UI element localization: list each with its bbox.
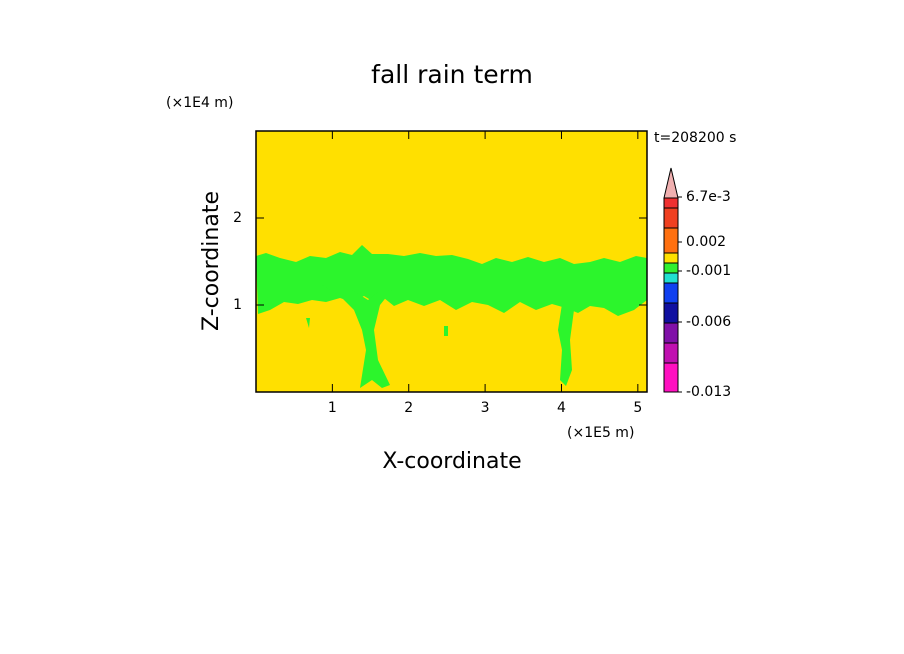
- y-tick-label: 2: [233, 210, 242, 226]
- colorbar-segment: [663, 197, 679, 209]
- field-region: [256, 245, 647, 388]
- plot-frame: [255, 130, 648, 393]
- speck: [444, 326, 448, 336]
- colorbar-segment: [663, 262, 679, 274]
- colorbar-segment: [663, 302, 679, 324]
- x-tick-label: 3: [481, 400, 490, 416]
- y-tick-label: 1: [233, 297, 242, 313]
- colorbar-label: 6.7e-3: [686, 189, 731, 205]
- colorbar-label: 0.002: [686, 234, 726, 250]
- colorbar-segment: [663, 322, 679, 344]
- y-unit: (×1E4 m): [166, 95, 233, 111]
- colorbar-label: -0.001: [686, 263, 731, 279]
- colorbar-segment: [663, 362, 679, 393]
- speck: [306, 318, 310, 328]
- colorbar-segment: [663, 252, 679, 264]
- rain-shaft-1: [322, 285, 392, 388]
- colorbar-extension: [663, 167, 679, 199]
- x-tick-label: 4: [557, 400, 566, 416]
- x-tick-label: 1: [328, 400, 337, 416]
- colorbar-segment: [663, 342, 679, 364]
- colorbar-segment: [663, 272, 679, 284]
- colorbar-segment: [663, 227, 679, 254]
- colorbar-segment: [663, 282, 679, 304]
- x-tick-label: 2: [404, 400, 413, 416]
- x-tick-label: 5: [633, 400, 642, 416]
- time-annotation: t=208200 s: [654, 130, 736, 146]
- colorbar-label: -0.006: [686, 314, 731, 330]
- colorbar-label: -0.013: [686, 384, 731, 400]
- rain-shaft-2: [558, 300, 574, 386]
- y-axis-label: Z-coordinate: [199, 191, 224, 331]
- chart-title: fall rain term: [371, 60, 533, 89]
- x-axis-label: X-coordinate: [382, 449, 521, 474]
- colorbar-segment: [663, 207, 679, 229]
- x-unit: (×1E5 m): [567, 425, 634, 441]
